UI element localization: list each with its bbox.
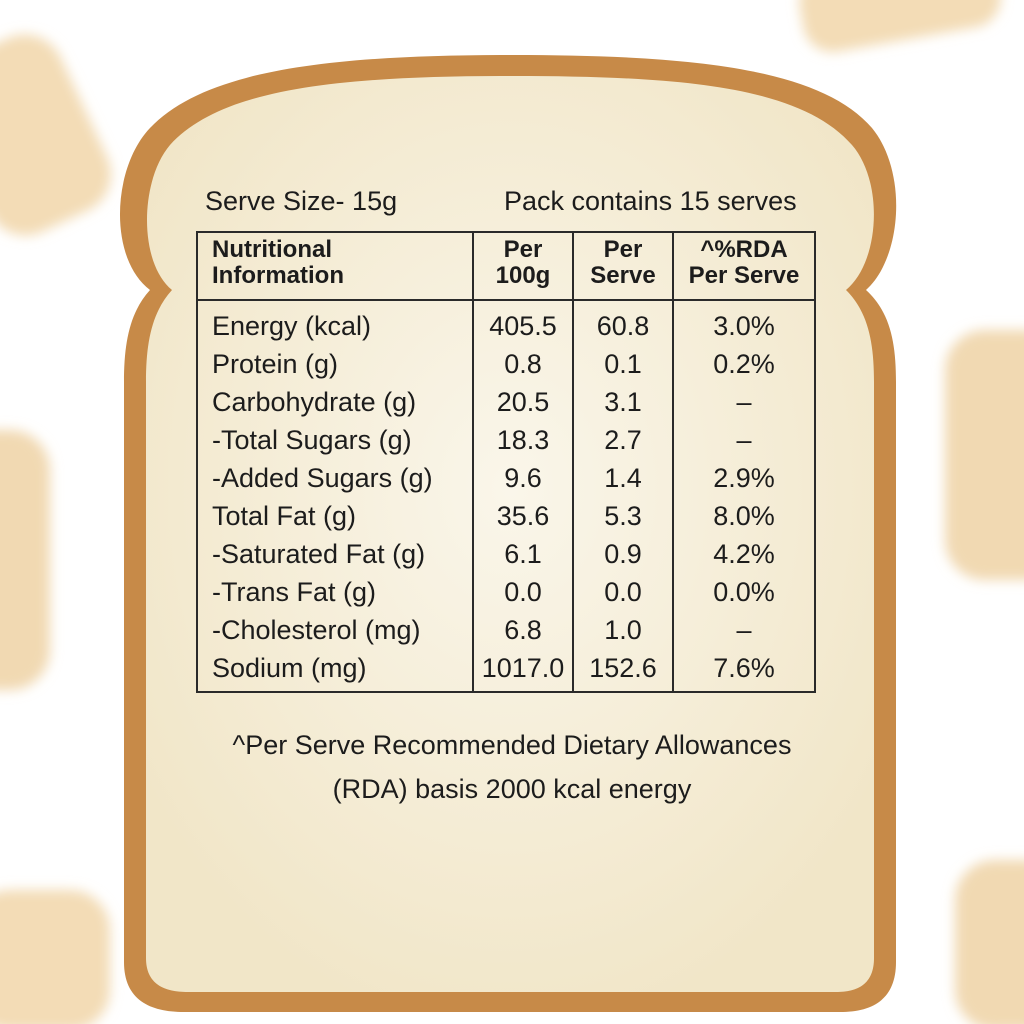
nutrient-value: 6.8	[472, 611, 574, 649]
nutrient-value: 7.6%	[672, 649, 816, 692]
nutrient-value: 3.0%	[672, 300, 816, 345]
header-line: Nutritional	[212, 236, 332, 263]
header-line: Per	[503, 236, 543, 263]
table-row: Sodium (mg) 1017.0 152.6 7.6%	[196, 649, 816, 692]
nutrient-value: 0.2%	[672, 345, 816, 383]
nutrient-value: 2.7	[572, 421, 674, 459]
header-line: ^%RDA	[700, 236, 788, 263]
nutrient-value: 18.3	[472, 421, 574, 459]
header-cell: Nutritional Information	[196, 231, 474, 301]
header-cell: Per 100g	[472, 231, 574, 301]
table-row: -Added Sugars (g) 9.6 1.4 2.9%	[196, 459, 816, 497]
nutrient-value: 3.1	[572, 383, 674, 421]
header-line: Serve	[590, 262, 656, 289]
nutrient-value: 152.6	[572, 649, 674, 692]
nutrient-name: -Total Sugars (g)	[196, 421, 474, 459]
table-row: -Trans Fat (g) 0.0 0.0 0.0%	[196, 573, 816, 611]
serve-size: Serve Size- 15g	[205, 186, 398, 216]
nutrient-value: 1.0	[572, 611, 674, 649]
nutrient-value: 60.8	[572, 300, 674, 345]
nutrient-name: Sodium (mg)	[196, 649, 474, 692]
table-body: Energy (kcal) 405.5 60.8 3.0% Protein (g) 0.8…	[196, 300, 816, 692]
table-row: Total Fat (g) 35.6 5.3 8.0%	[196, 497, 816, 535]
table-row: Energy (kcal) 405.5 60.8 3.0%	[196, 300, 816, 345]
nutrient-value: 5.3	[572, 497, 674, 535]
nutrient-value: 0.8	[472, 345, 574, 383]
pack-info: Pack contains 15 serves	[504, 186, 797, 216]
nutrient-value: 6.1	[472, 535, 574, 573]
nutrient-value: 0.0	[572, 573, 674, 611]
nutrient-value: 35.6	[472, 497, 574, 535]
table-row: -Cholesterol (mg) 6.8 1.0–	[196, 611, 816, 649]
nutrient-name: -Trans Fat (g)	[196, 573, 474, 611]
header-line: Per Serve	[688, 262, 800, 289]
nutrient-name: Total Fat (g)	[196, 497, 474, 535]
nutrient-name: Carbohydrate (g)	[196, 383, 474, 421]
nutrient-name: -Added Sugars (g)	[196, 459, 474, 497]
nutrient-value: 0.1	[572, 345, 674, 383]
header-cell: Per Serve	[572, 231, 674, 301]
table-row: -Saturated Fat (g) 6.1 0.9 4.2%	[196, 535, 816, 573]
header-line: Per	[603, 236, 643, 263]
header-cell: ^%RDA Per Serve	[672, 231, 816, 301]
nutrient-value: –	[672, 383, 816, 421]
table-row: -Total Sugars (g) 18.3 2.7–	[196, 421, 816, 459]
nutrition-table: Nutritional Information Per 100g Per Serve ^%R…	[196, 231, 816, 693]
nutrient-value: 0.0	[472, 573, 574, 611]
nutrient-value: –	[672, 611, 816, 649]
nutrient-value: 2.9%	[672, 459, 816, 497]
table-row: Carbohydrate (g) 20.5 3.1–	[196, 383, 816, 421]
header-line: 100g	[495, 262, 551, 289]
nutrient-value: 20.5	[472, 383, 574, 421]
nutrient-name: Protein (g)	[196, 345, 474, 383]
nutrient-name: Energy (kcal)	[196, 300, 474, 345]
footnote: (RDA) basis 2000 kcal energy	[332, 774, 692, 804]
nutrient-value: 0.0%	[672, 573, 816, 611]
nutrient-value: 1.4	[572, 459, 674, 497]
nutrient-name: -Cholesterol (mg)	[196, 611, 474, 649]
nutrient-value: 8.0%	[672, 497, 816, 535]
nutrient-value: –	[672, 421, 816, 459]
table-row: Protein (g) 0.8 0.1 0.2%	[196, 345, 816, 383]
nutrient-value: 0.9	[572, 535, 674, 573]
nutrient-value: 9.6	[472, 459, 574, 497]
nutrient-value: 4.2%	[672, 535, 816, 573]
nutrient-value: 1017.0	[472, 649, 574, 692]
footnote: ^Per Serve Recommended Dietary Allowance…	[232, 730, 792, 760]
header-row: Nutritional Information Per 100g Per Serve ^%R…	[196, 231, 816, 301]
nutrient-name: -Saturated Fat (g)	[196, 535, 474, 573]
nutrient-value: 405.5	[472, 300, 574, 345]
header-line: Information	[212, 262, 344, 289]
